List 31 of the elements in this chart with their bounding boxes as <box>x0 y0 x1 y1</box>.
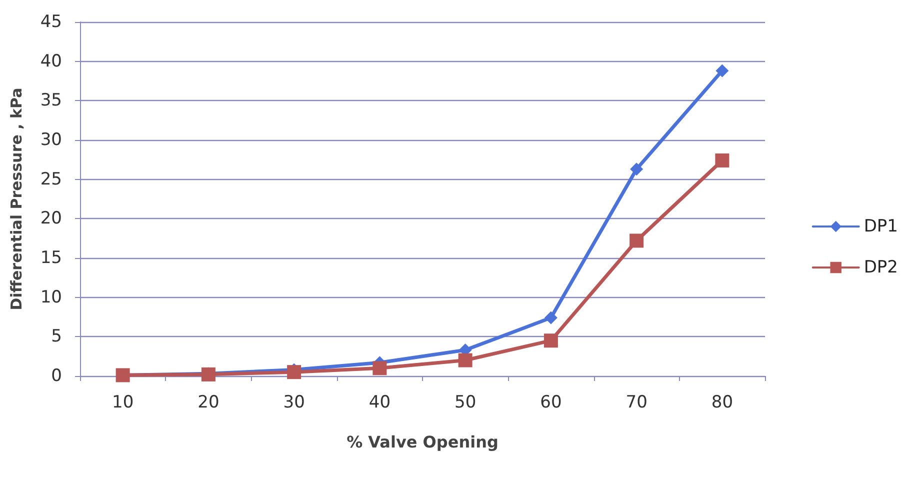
y-axis-title: Differential Pressure , kPa <box>8 88 26 310</box>
y-tick-label: 20 <box>40 208 62 229</box>
x-tick-label: 50 <box>454 392 476 412</box>
x-tick-label: 40 <box>368 392 391 412</box>
x-tick-label: 10 <box>112 392 134 412</box>
y-tick-label: 40 <box>40 51 62 72</box>
x-tick-label: 80 <box>711 392 734 412</box>
x-tick-label: 70 <box>626 392 648 412</box>
point <box>630 162 644 176</box>
y-tick-label: 5 <box>51 326 62 347</box>
legend-label: DP1 <box>864 216 898 236</box>
point <box>372 361 387 376</box>
point <box>287 365 302 380</box>
x-tick-label: 60 <box>540 392 562 412</box>
point <box>458 353 472 368</box>
y-tick-label: 0 <box>51 366 62 386</box>
legend-label: DP2 <box>864 258 898 278</box>
point <box>630 234 644 248</box>
point <box>544 334 558 348</box>
y-tick-label: 25 <box>40 169 62 190</box>
x-axis-title: % Valve Opening <box>346 432 498 452</box>
y-tick-label: 10 <box>40 287 62 308</box>
y-tick-label: 35 <box>40 90 62 111</box>
y-tick-label: 30 <box>40 130 62 150</box>
point <box>716 64 729 78</box>
point <box>715 153 730 168</box>
y-tick-label: 15 <box>40 248 62 268</box>
x-tick-label: 20 <box>198 392 220 412</box>
x-tick-label: 30 <box>283 392 305 412</box>
y-tick-label: 45 <box>40 12 62 32</box>
point <box>544 311 558 324</box>
